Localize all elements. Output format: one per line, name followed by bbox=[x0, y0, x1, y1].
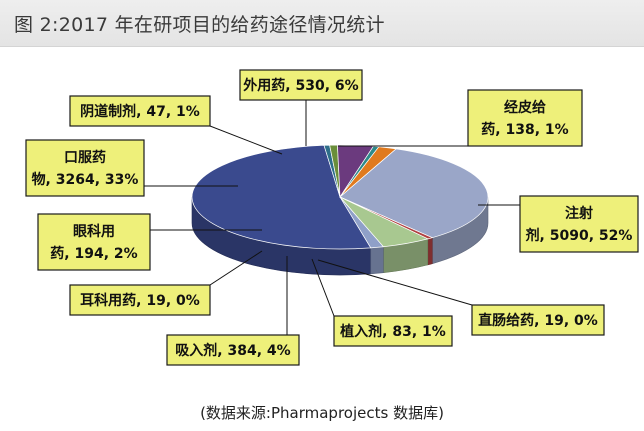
leader-line-1 bbox=[317, 259, 473, 306]
data-label-2-0: 植入剂, 83, 1% bbox=[339, 323, 446, 340]
data-label-0-1: 剂, 5090, 52% bbox=[526, 227, 633, 244]
source-note: (数据来源:Pharmaprojects 数据库) bbox=[200, 404, 444, 422]
leader-line-4 bbox=[209, 250, 263, 286]
data-label-7-0: 阴道制剂, 47, 1% bbox=[80, 103, 200, 120]
data-label-6-0: 口服药 bbox=[64, 149, 106, 166]
label-box-9 bbox=[467, 89, 583, 147]
data-label-3-0: 吸入剂, 384, 4% bbox=[175, 342, 290, 359]
title-bar: 图 2:2017 年在研项目的给药途径情况统计 bbox=[0, 0, 644, 47]
leader-line-7 bbox=[209, 125, 283, 155]
pie-slice-0 bbox=[191, 144, 372, 250]
label-box-6 bbox=[25, 139, 145, 197]
label-box-1 bbox=[471, 304, 605, 336]
label-box-5 bbox=[37, 213, 151, 271]
data-label-9-0: 经皮给 bbox=[504, 99, 546, 116]
pie-side-9 bbox=[370, 246, 384, 275]
data-label-1-0: 直肠给药, 19, 0% bbox=[478, 312, 598, 329]
label-box-0 bbox=[519, 195, 639, 253]
pie-sides bbox=[191, 196, 489, 276]
label-box-3 bbox=[166, 334, 300, 366]
data-label-6-1: 物, 3264, 33% bbox=[32, 171, 139, 188]
label-box-8 bbox=[239, 69, 363, 101]
data-label-5-0: 眼科用 bbox=[73, 223, 115, 240]
label-box-2 bbox=[333, 315, 453, 347]
data-label-9-1: 药, 138, 1% bbox=[481, 121, 568, 138]
pie-side-7 bbox=[427, 237, 433, 266]
pie-slice-9 bbox=[339, 196, 385, 249]
page-title: 图 2:2017 年在研项目的给药途径情况统计 bbox=[14, 14, 385, 36]
pie-slice-6 bbox=[339, 148, 489, 239]
leader-line-2 bbox=[311, 258, 335, 317]
callout-labels: 注射剂, 5090, 52% 直肠给药, 19, 0% 植入剂, 83, 1% 吸入剂… bbox=[25, 69, 639, 366]
data-label-8-0: 外用药, 530, 6% bbox=[243, 77, 358, 94]
pie-top bbox=[191, 144, 489, 250]
data-label-5-1: 药, 194, 2% bbox=[50, 245, 137, 262]
data-label-4-0: 耳科用药, 19, 0% bbox=[80, 292, 200, 309]
label-box-4 bbox=[69, 284, 211, 316]
data-label-0-0: 注射 bbox=[565, 205, 593, 222]
label-box-7 bbox=[69, 95, 211, 127]
